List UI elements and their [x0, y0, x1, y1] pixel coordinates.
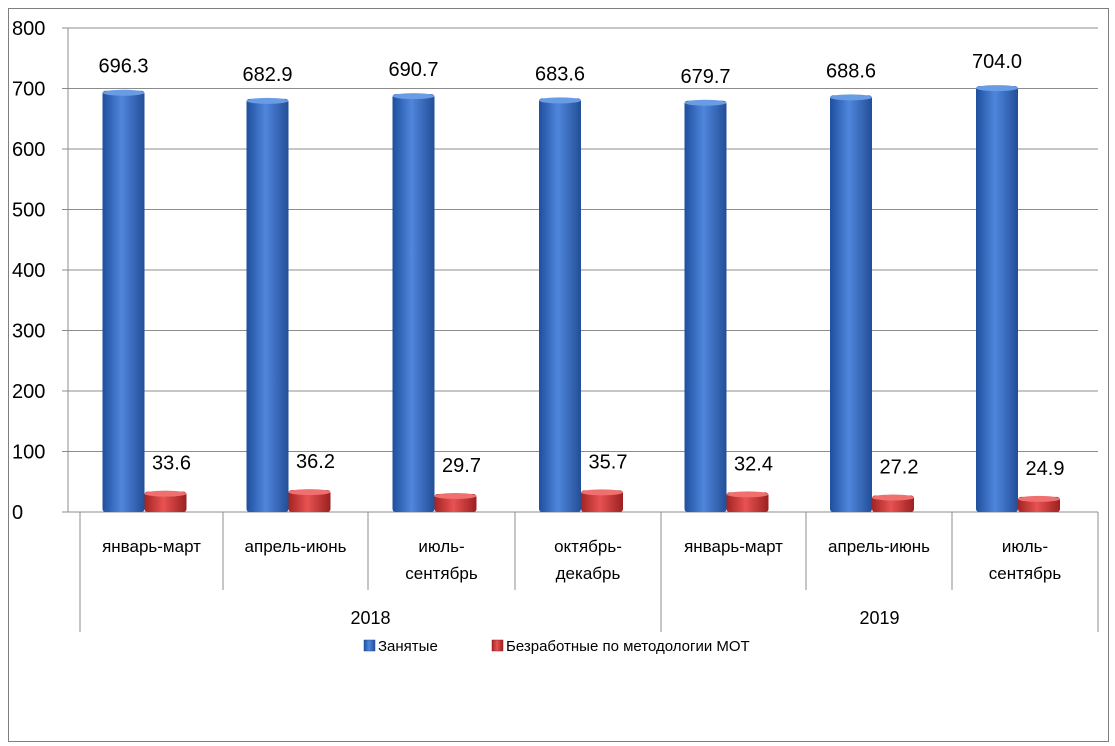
- category-axis: январь-март апрель-июнь июль-сентябрь октяб…: [80, 512, 1098, 632]
- y-tick-label: 800: [12, 18, 45, 40]
- data-label-unemployed: 33.6: [152, 453, 191, 475]
- bar-top: [539, 97, 581, 103]
- bar-top: [581, 489, 623, 495]
- bar-top: [435, 493, 477, 499]
- data-label-unemployed: 27.2: [880, 457, 919, 479]
- data-label-unemployed: 24.9: [1026, 458, 1065, 480]
- axes: 0 100 200 300 400 500 600 700 800: [12, 18, 68, 524]
- bar-top: [289, 489, 331, 495]
- bar-employed: [685, 101, 727, 512]
- category-label: июль-: [418, 537, 464, 556]
- data-label-unemployed: 32.4: [734, 453, 773, 475]
- category-label: сентябрь: [989, 564, 1062, 583]
- data-label-employed: 690.7: [388, 59, 438, 81]
- y-tick-label: 500: [12, 200, 45, 222]
- bar-employed: [103, 91, 145, 512]
- year-label: 2018: [350, 608, 390, 628]
- legend-swatch-unemployed: [492, 640, 503, 651]
- data-label-employed: 696.3: [98, 56, 148, 78]
- category-label: сентябрь: [405, 564, 478, 583]
- y-tick-label: 100: [12, 442, 45, 464]
- y-tick-label: 700: [12, 79, 45, 101]
- year-label: 2019: [859, 608, 899, 628]
- data-label-unemployed: 36.2: [296, 451, 335, 473]
- y-tick-label: 200: [12, 381, 45, 403]
- bar-employed: [247, 99, 289, 512]
- data-label-employed: 682.9: [242, 64, 292, 86]
- legend-swatch-employed: [364, 640, 375, 651]
- gridlines: [68, 28, 1098, 512]
- data-label-unemployed: 29.7: [442, 455, 481, 477]
- bar-top: [393, 93, 435, 99]
- legend-label-unemployed: Безработные по методологии МОТ: [506, 638, 750, 655]
- category-label: декабрь: [556, 564, 621, 583]
- bar-top: [1018, 496, 1060, 502]
- category-label: январь-март: [102, 537, 201, 556]
- bar-employed: [976, 86, 1018, 512]
- data-label-unemployed: 35.7: [589, 451, 628, 473]
- data-label-employed: 683.6: [535, 63, 585, 85]
- category-label: июль-: [1002, 537, 1048, 556]
- bar-top: [872, 495, 914, 501]
- category-label: октябрь-: [554, 537, 622, 556]
- bar-employed: [830, 95, 872, 512]
- y-tick-label: 300: [12, 321, 45, 343]
- bar-employed: [539, 98, 581, 512]
- bar-top: [247, 98, 289, 104]
- category-label: апрель-июнь: [245, 537, 347, 556]
- y-tick-label: 0: [12, 502, 23, 524]
- legend-label-employed: Занятые: [378, 638, 438, 655]
- bar-employed: [393, 94, 435, 512]
- data-label-employed: 704.0: [972, 51, 1022, 73]
- category-label: январь-март: [684, 537, 783, 556]
- data-label-employed: 688.6: [826, 60, 876, 82]
- data-label-employed: 679.7: [680, 66, 730, 88]
- y-tick-label: 600: [12, 139, 45, 161]
- bar-top: [103, 90, 145, 96]
- bar-top: [145, 491, 187, 497]
- bar-top: [976, 85, 1018, 91]
- legend: Занятые Безработные по методологии МОТ: [364, 638, 750, 655]
- bar-top: [685, 100, 727, 106]
- bar-top: [727, 491, 769, 497]
- y-tick-label: 400: [12, 260, 45, 282]
- data-labels: 696.3 33.6 682.9 36.2 690.7 29.7 683.6 35.7 679.…: [98, 51, 1064, 480]
- category-label: апрель-июнь: [828, 537, 930, 556]
- bar-top: [830, 94, 872, 100]
